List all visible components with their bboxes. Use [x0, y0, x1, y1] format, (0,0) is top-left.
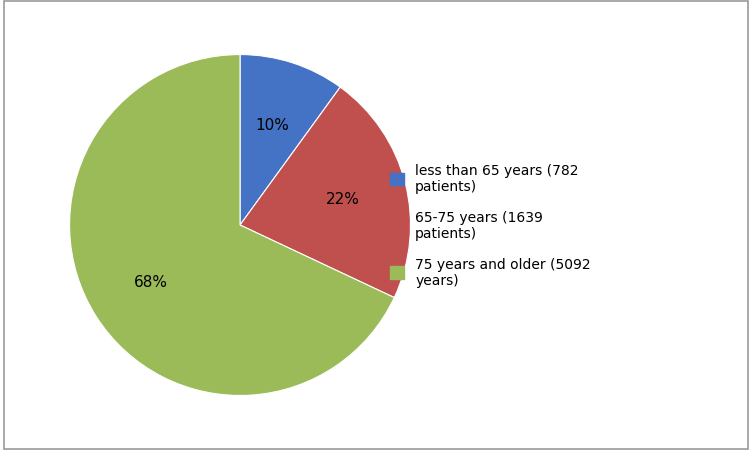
Legend: less than 65 years (782
patients), 65-75 years (1639
patients), 75 years and old: less than 65 years (782 patients), 65-75…: [390, 164, 591, 287]
Text: 10%: 10%: [256, 118, 290, 133]
Wedge shape: [240, 88, 411, 298]
Wedge shape: [70, 55, 394, 396]
Text: 22%: 22%: [326, 192, 359, 207]
Wedge shape: [240, 55, 340, 226]
Text: 68%: 68%: [134, 275, 168, 290]
